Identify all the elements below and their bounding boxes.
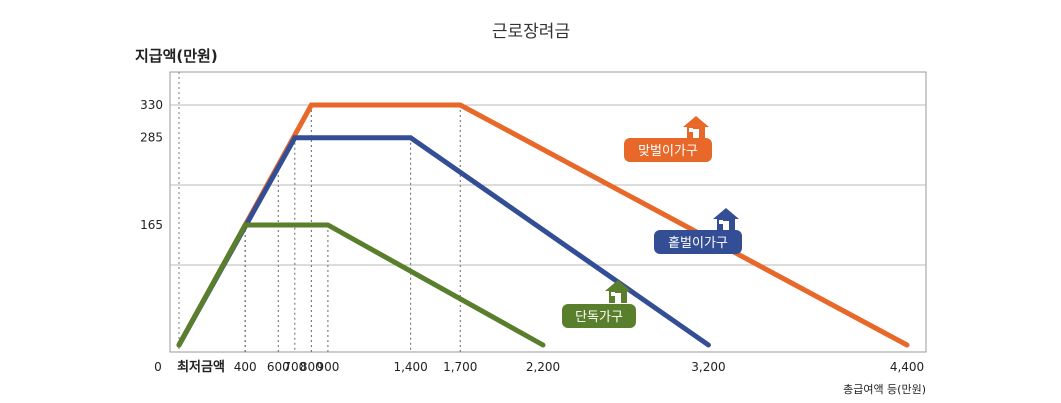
house-icon (605, 280, 631, 303)
grid (170, 104, 926, 266)
legend-single-income: 홑벌이가구 (654, 208, 742, 254)
y-tick-labels: 330 285 165 (140, 98, 163, 232)
series-line-2 (176, 222, 546, 348)
y-tick-label: 330 (140, 98, 163, 112)
x-tick-label: 1,400 (393, 360, 427, 374)
legend-label-single: 홑벌이가구 (668, 236, 728, 251)
x-tick-label: 3,200 (691, 360, 725, 374)
x-tick-label: 900 (316, 360, 339, 374)
house-icon (713, 208, 739, 231)
x-tick-label: 4,400 (890, 360, 924, 374)
x-tick-label: 700 (283, 360, 306, 374)
x-tick-label: 2,200 (526, 360, 560, 374)
y-tick-label: 165 (140, 218, 163, 232)
y-tick-label: 285 (140, 131, 163, 145)
house-icon (683, 116, 709, 139)
x-axis-label: 총급여액 등(만원) (843, 383, 926, 396)
chart-title: 근로장려금 (492, 22, 570, 42)
y-axis-label: 지급액(만원) (135, 47, 218, 65)
legend-dual-income: 맞벌이가구 (624, 116, 712, 162)
legend-label-dual: 맞벌이가구 (638, 144, 698, 159)
x-tick-label: 1,700 (443, 360, 477, 374)
x-origin-label: 0 (154, 360, 162, 374)
series-lines (176, 102, 910, 348)
plot-area (169, 71, 927, 353)
x-min-label: 최저금액 (177, 360, 225, 375)
legend-solo: 단독가구 (562, 280, 636, 328)
x-tick-label: 400 (234, 360, 257, 374)
legend-label-solo: 단독가구 (575, 310, 623, 325)
x-tick-label: 600 (267, 360, 290, 374)
guide-lines (178, 72, 461, 352)
x-tick-label: 800 (300, 360, 323, 374)
